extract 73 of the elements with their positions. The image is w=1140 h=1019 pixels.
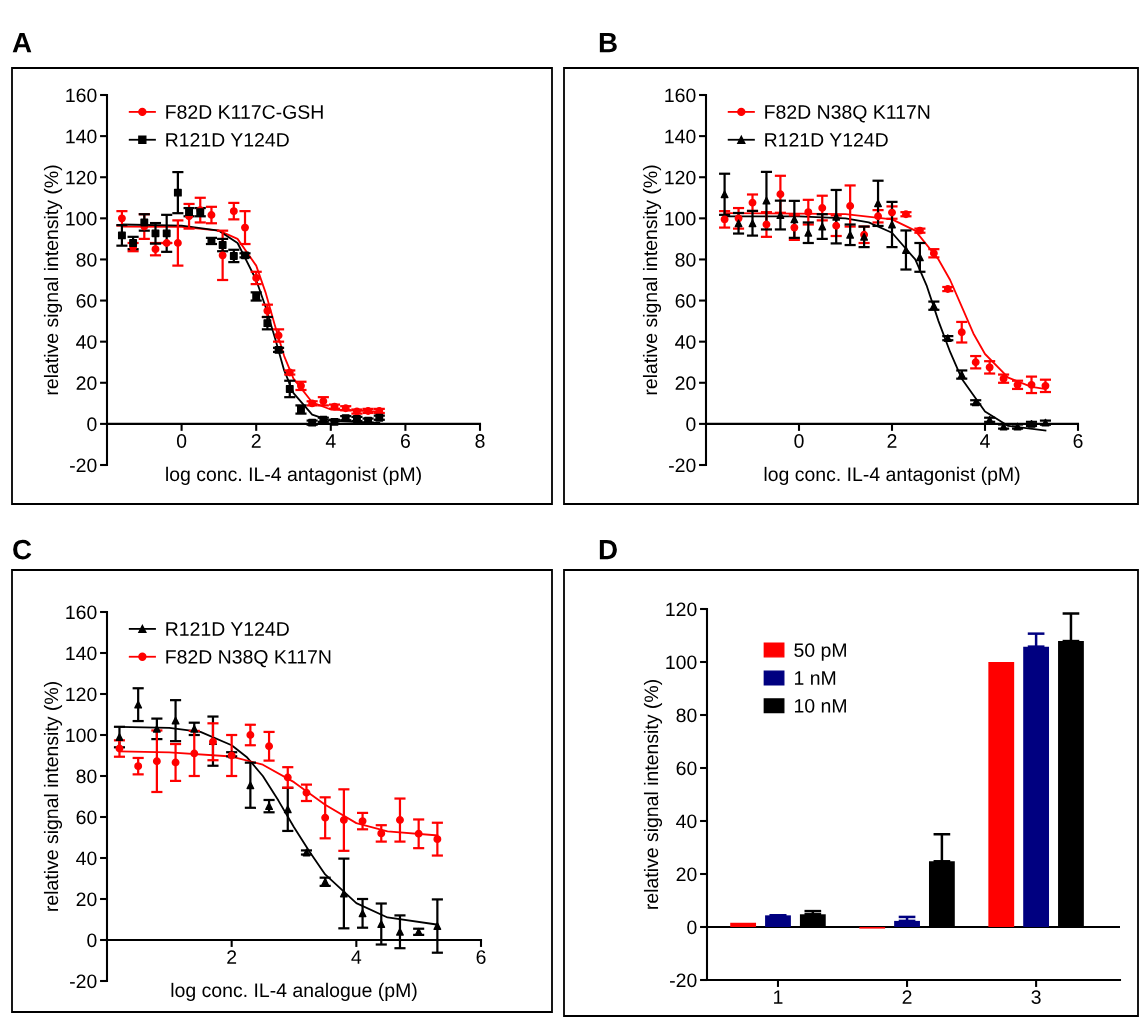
y-axis-title: relative signal intensity (%) bbox=[643, 680, 663, 909]
x-tick-label: 0 bbox=[176, 434, 187, 448]
legend-label: F82D K117C-GSH bbox=[166, 105, 323, 119]
y-tick-label: 160 bbox=[66, 88, 97, 103]
chart-title: B bbox=[599, 33, 617, 53]
y-tick-label: 100 bbox=[66, 728, 97, 743]
chart-title: D bbox=[599, 540, 617, 560]
y-tick-label: 80 bbox=[76, 252, 97, 267]
legend-label: R121D Y124D bbox=[166, 132, 289, 147]
y-tick-label: 80 bbox=[676, 708, 697, 723]
y-tick-label: 60 bbox=[76, 294, 97, 308]
legend-label: F82D N38Q K117N bbox=[166, 649, 331, 668]
y-tick-label: 40 bbox=[76, 851, 97, 866]
y-tick-label: 80 bbox=[675, 252, 696, 267]
x-tick-label: 4 bbox=[980, 434, 990, 448]
chart-title: C bbox=[13, 539, 32, 560]
legend-label: 1 nM bbox=[794, 671, 836, 685]
y-tick-label: 20 bbox=[675, 376, 696, 391]
y-tick-label: 140 bbox=[66, 129, 97, 144]
y-tick-label: -20 bbox=[70, 458, 97, 473]
y-tick-label: 80 bbox=[76, 769, 97, 784]
y-tick-label: 20 bbox=[76, 376, 97, 391]
legend-label: R121D Y124D bbox=[166, 622, 289, 636]
y-axis-title: relative signal intensity (%) bbox=[642, 165, 662, 395]
x-tick-label: 2 bbox=[887, 434, 897, 448]
y-tick-label: 0 bbox=[87, 933, 97, 948]
legend-label: R121D Y124D bbox=[765, 132, 888, 147]
y-tick-label: 60 bbox=[675, 294, 696, 308]
y-tick-label: 140 bbox=[66, 646, 97, 661]
x-tick-label: 6 bbox=[400, 434, 410, 448]
y-tick-label: 120 bbox=[66, 170, 97, 185]
legend-label: 50 pM bbox=[794, 643, 846, 661]
x-tick-label: 6 bbox=[476, 950, 486, 964]
y-tick-label: 100 bbox=[665, 211, 696, 226]
y-axis-title: relative signal intensity (%) bbox=[43, 682, 63, 911]
y-tick-label: 160 bbox=[66, 605, 97, 620]
x-tick-label: 8 bbox=[475, 434, 485, 448]
y-tick-label: 0 bbox=[87, 417, 97, 432]
y-tick-label: 160 bbox=[665, 88, 696, 103]
y-tick-label: 40 bbox=[76, 335, 97, 349]
y-tick-label: 40 bbox=[675, 335, 696, 349]
x-axis-title: log conc. IL-4 analogue (pM) bbox=[171, 982, 417, 1001]
y-tick-label: 120 bbox=[66, 687, 97, 702]
y-tick-label: 20 bbox=[76, 892, 97, 907]
x-tick-label: 1 bbox=[774, 990, 783, 1004]
legend-label: F82D N38Q K117N bbox=[765, 105, 930, 123]
x-tick-label: 2 bbox=[251, 434, 261, 448]
y-tick-label: 140 bbox=[665, 129, 696, 144]
y-tick-label: 20 bbox=[676, 867, 697, 882]
x-tick-label: 4 bbox=[325, 434, 336, 448]
legend-label: 10 nM bbox=[794, 698, 846, 713]
y-tick-label: 100 bbox=[66, 211, 97, 226]
y-axis-title: relative signal intensity (%) bbox=[43, 165, 63, 395]
x-tick-label: 2 bbox=[227, 950, 237, 964]
y-tick-label: -20 bbox=[670, 973, 697, 988]
y-tick-label: 60 bbox=[676, 761, 697, 776]
x-tick-label: 6 bbox=[1073, 434, 1083, 448]
x-axis-title: log conc. IL-4 antagonist (pM) bbox=[764, 466, 1020, 485]
x-tick-label: 0 bbox=[794, 434, 804, 448]
x-tick-label: 3 bbox=[1031, 990, 1041, 1004]
y-tick-label: -20 bbox=[70, 974, 97, 989]
y-tick-label: 120 bbox=[665, 170, 696, 185]
x-tick-label: 4 bbox=[351, 950, 362, 964]
x-tick-label: 2 bbox=[902, 990, 912, 1004]
y-tick-label: 100 bbox=[666, 655, 697, 670]
y-tick-label: -20 bbox=[669, 458, 696, 473]
y-tick-label: 40 bbox=[676, 814, 697, 829]
y-tick-label: 60 bbox=[76, 810, 97, 825]
y-tick-label: 120 bbox=[666, 602, 697, 617]
x-axis-title: log conc. IL-4 antagonist (pM) bbox=[166, 466, 421, 485]
chart-title: A bbox=[12, 33, 32, 53]
y-tick-label: 0 bbox=[686, 417, 696, 432]
y-tick-label: 0 bbox=[687, 920, 697, 935]
